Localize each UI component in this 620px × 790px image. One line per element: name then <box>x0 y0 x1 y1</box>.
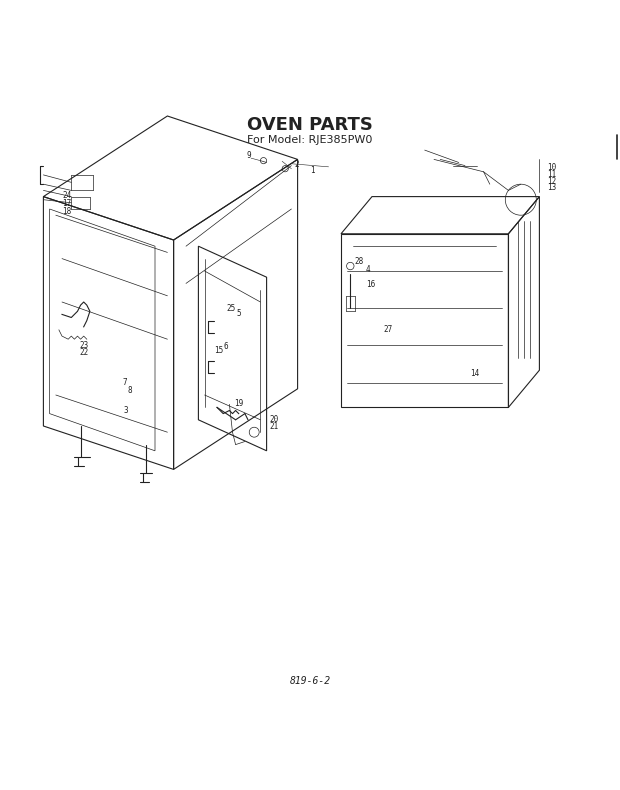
Text: 3: 3 <box>124 406 128 415</box>
Text: 14: 14 <box>470 369 479 378</box>
Text: For Model: RJE385PW0: For Model: RJE385PW0 <box>247 134 373 145</box>
Text: 24: 24 <box>62 191 71 200</box>
Text: 1: 1 <box>310 166 314 175</box>
Text: 12: 12 <box>547 177 556 186</box>
Text: 5: 5 <box>237 309 241 318</box>
Text: 21: 21 <box>270 422 279 431</box>
Text: 19: 19 <box>234 399 244 408</box>
Text: 15: 15 <box>214 346 223 355</box>
Text: 18: 18 <box>62 207 71 216</box>
Text: 16: 16 <box>366 280 375 289</box>
Text: 10: 10 <box>547 163 556 172</box>
Text: 11: 11 <box>547 170 556 179</box>
Text: 17: 17 <box>62 199 71 208</box>
Text: 23: 23 <box>79 341 89 350</box>
Text: 25: 25 <box>226 303 236 313</box>
Text: 27: 27 <box>383 325 392 334</box>
Text: OVEN PARTS: OVEN PARTS <box>247 116 373 134</box>
Text: 7: 7 <box>123 378 127 387</box>
Text: 6: 6 <box>223 342 228 351</box>
Text: 2: 2 <box>294 160 299 170</box>
Text: 28: 28 <box>355 258 364 266</box>
Text: 13: 13 <box>547 183 556 193</box>
Text: 20: 20 <box>270 415 279 423</box>
Text: 4: 4 <box>366 265 370 273</box>
Text: 819-6-2: 819-6-2 <box>290 676 330 687</box>
Text: 22: 22 <box>79 348 89 357</box>
Text: 9: 9 <box>247 151 251 160</box>
Text: 8: 8 <box>127 386 131 394</box>
